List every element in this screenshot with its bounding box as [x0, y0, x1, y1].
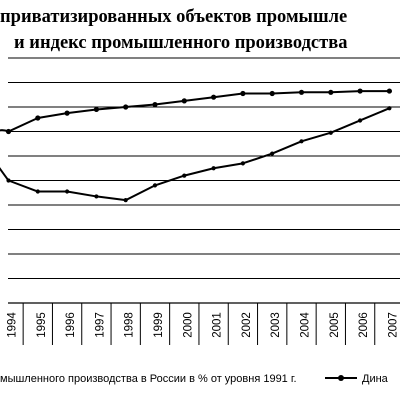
chart-title-line-1: приватизированных объектов промышле [0, 7, 347, 27]
data-point [94, 194, 99, 199]
data-point [328, 130, 333, 135]
data-point [387, 106, 392, 111]
x-tick-label: 2007 [387, 312, 399, 338]
x-tick-label: 2003 [270, 312, 282, 338]
data-point [123, 104, 129, 110]
chart-series [0, 88, 392, 203]
legend-marker-swatch [338, 375, 344, 381]
data-point [299, 139, 304, 144]
data-point [240, 90, 246, 97]
data-point [65, 189, 70, 194]
data-point [358, 118, 363, 123]
chart-legend: мышленного производства в России в % от … [0, 373, 389, 385]
series-line [8, 107, 390, 202]
data-point [298, 89, 305, 95]
legend-entry-text: мышленного производства в России в % от … [0, 373, 297, 385]
series-line [8, 90, 390, 133]
x-tick-label: 1999 [153, 312, 165, 338]
data-point [269, 90, 275, 97]
data-point [270, 151, 275, 156]
x-tick-label: 2006 [358, 312, 370, 338]
data-point [240, 161, 245, 166]
series-connector-line [0, 129, 10, 182]
data-point [93, 106, 99, 113]
x-tick-label: 2000 [182, 312, 194, 338]
data-point [386, 88, 392, 94]
data-point [152, 183, 158, 188]
data-point [211, 94, 217, 100]
data-point [5, 128, 12, 135]
x-tick-label: 1998 [124, 312, 136, 338]
data-point [182, 173, 187, 178]
x-tick-label: 1996 [65, 312, 77, 338]
x-tick-label: 1994 [7, 312, 19, 338]
x-tick-label: 2002 [241, 312, 253, 338]
chart-grid [8, 57, 400, 345]
x-tick-label: 1997 [94, 312, 106, 338]
data-point [35, 189, 40, 194]
data-point [6, 178, 11, 183]
x-tick-label: 2004 [300, 312, 312, 338]
data-point [357, 88, 363, 94]
chart-title-line-2: и индекс промышленного производства [14, 33, 347, 53]
legend-entry-text: Дина [362, 373, 389, 385]
data-point [181, 98, 187, 104]
data-point [64, 110, 70, 116]
x-tick-label: 2005 [329, 312, 341, 338]
data-point [152, 101, 158, 108]
data-point [123, 198, 128, 203]
x-axis-ticks: 1994 1995 1996 1997 1998 1999 2000 2001 2002 2003… [7, 312, 400, 338]
data-point [211, 166, 216, 171]
data-point [328, 89, 334, 95]
x-tick-label: 2001 [212, 312, 224, 338]
data-point [35, 115, 41, 121]
x-tick-label: 1995 [36, 312, 48, 338]
